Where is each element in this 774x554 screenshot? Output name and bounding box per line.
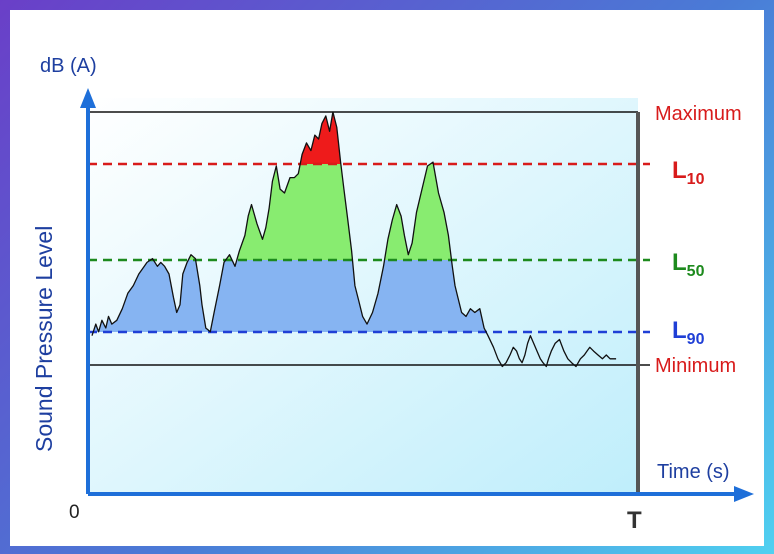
l50-label: L50: [672, 249, 705, 280]
y-axis-arrow: [80, 88, 96, 108]
minimum-label: Minimum: [655, 355, 736, 377]
origin-label: 0: [69, 502, 80, 523]
y-axis-title: Sound Pressure Level: [31, 226, 57, 452]
sound-level-trace: [91, 111, 617, 368]
region-above-l10: [300, 112, 434, 164]
x-axis-title: Time (s): [657, 461, 730, 483]
x-axis-arrow: [734, 486, 754, 502]
region-between-l50-l10: [150, 164, 452, 260]
y-unit-label: dB (A): [40, 55, 97, 77]
l10-label: L10: [672, 157, 705, 188]
axes: [80, 88, 754, 502]
l90-label: L90: [672, 317, 705, 348]
end-time-label: T: [627, 507, 642, 534]
maximum-label: Maximum: [655, 103, 742, 125]
region-between-l90-l50: [93, 260, 487, 332]
